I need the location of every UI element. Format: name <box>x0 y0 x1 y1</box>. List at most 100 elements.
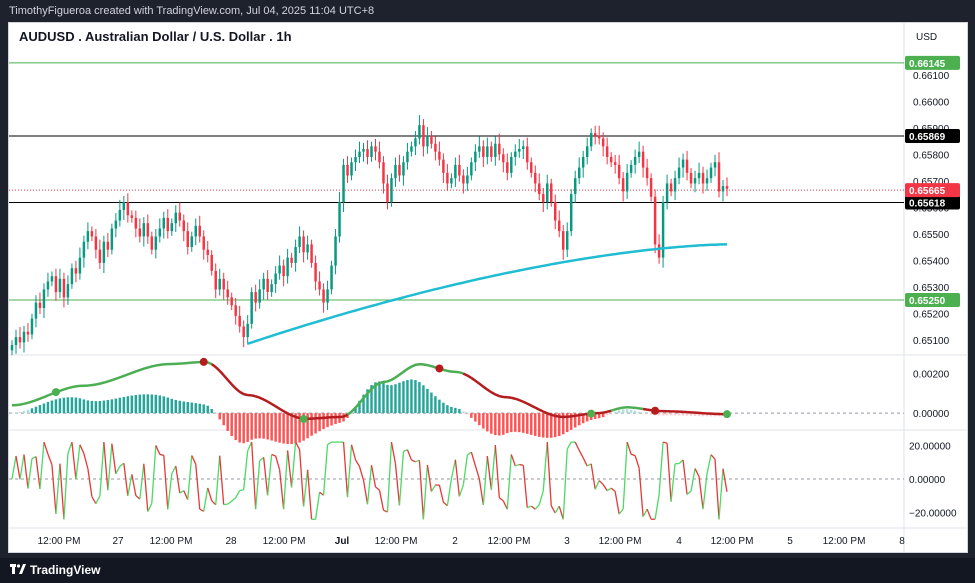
macd-histogram-bar <box>506 413 509 434</box>
candle-body <box>298 236 301 248</box>
macd-histogram-bar <box>625 409 629 414</box>
price-tick-label: 0.65200 <box>913 309 950 320</box>
rsi-pane <box>9 441 904 520</box>
chart-svg[interactable]: 0.65100 0.65200 0.65300 0.65400 0.65500 0.656… <box>9 23 967 552</box>
macd-signal-segment <box>139 367 145 372</box>
candle-body <box>314 262 317 282</box>
macd-histogram-bar <box>134 395 138 414</box>
hline-label-bg <box>905 293 960 308</box>
candle-body <box>554 202 557 221</box>
macd-histogram-bar <box>370 385 373 414</box>
macd-histogram-bar <box>262 413 265 439</box>
candle-body <box>270 284 273 293</box>
candle-body <box>462 175 465 184</box>
rsi-segment <box>95 495 101 504</box>
macd-signal-segment <box>155 363 161 367</box>
macd-histogram-bar <box>106 400 110 414</box>
macd-histogram-bar <box>278 413 281 443</box>
macd-histogram-bar <box>498 413 501 436</box>
macd-histogram-bar <box>178 400 182 414</box>
candle-body <box>294 247 297 263</box>
rsi-segment <box>515 463 520 467</box>
candle-body <box>498 143 501 155</box>
rsi-segment <box>466 451 472 456</box>
rsi-segment <box>694 468 700 477</box>
rsi-segment <box>454 459 461 497</box>
footer-bar: TradingView <box>0 558 975 583</box>
candle-body <box>174 212 178 224</box>
rsi-segment <box>362 480 369 505</box>
macd-histogram-bar <box>318 413 321 432</box>
hline-label-bg <box>905 195 960 210</box>
rsi-segment <box>163 455 169 510</box>
candle-body <box>557 220 561 232</box>
candle-body <box>50 276 54 282</box>
macd-signal-segment <box>443 368 448 373</box>
macd-histogram-bar <box>146 394 150 414</box>
rsi-segment <box>426 464 433 492</box>
candle-body <box>637 151 641 157</box>
macd-signal-segment <box>119 374 125 379</box>
macd-signal-segment <box>579 413 584 417</box>
macd-histogram-bar <box>330 413 333 426</box>
rsi-segment <box>626 441 632 455</box>
macd-histogram-bar <box>18 412 22 414</box>
candle-body <box>693 178 697 184</box>
candle-body <box>226 289 229 298</box>
macd-histogram-bar <box>410 379 413 414</box>
macd-signal-segment <box>210 363 217 369</box>
macd-signal-segment <box>494 393 500 398</box>
rsi-segment <box>314 492 321 520</box>
macd-signal-segment <box>218 370 225 377</box>
macd-histogram-bar <box>166 397 170 414</box>
macd-histogram-bar <box>573 413 577 428</box>
candle-body <box>450 178 453 184</box>
last-price-label: 0.65665 <box>909 186 946 197</box>
candle-body <box>390 178 393 202</box>
rsi-segment <box>167 473 173 510</box>
macd-histogram-bar <box>310 413 313 436</box>
macd-signal-segment <box>410 363 416 368</box>
price-tick-label: 0.66000 <box>913 97 950 108</box>
rsi-segment <box>43 441 49 455</box>
macd-histogram-bar <box>238 413 241 443</box>
price-tick-label: 0.65500 <box>913 230 950 241</box>
macd-histogram-bar <box>198 403 201 414</box>
rsi-segment <box>582 457 588 467</box>
rsi-segment <box>375 486 380 491</box>
macd-histogram-bar <box>306 413 309 439</box>
rsi-segment <box>550 505 556 514</box>
rsi-segment <box>422 464 429 520</box>
macd-histogram-bar <box>254 413 257 439</box>
currency-label: USD <box>916 32 937 43</box>
macd-histogram-bar <box>126 396 130 414</box>
rsi-segment <box>306 469 313 520</box>
macd-signal-segment <box>354 402 361 409</box>
candle-body <box>266 278 269 293</box>
macd-signal-segment <box>646 408 652 412</box>
macd-signal-segment <box>107 379 113 383</box>
rsi-tick-label: 20.00000 <box>909 441 951 452</box>
macd-histogram-bar <box>210 409 213 414</box>
macd-signal-segment <box>571 414 576 418</box>
macd-signal-segment <box>379 380 384 385</box>
macd-histogram-bar <box>418 382 421 414</box>
hline-label: 0.65250 <box>909 296 946 307</box>
candle-body <box>581 156 585 168</box>
rsi-segment <box>430 484 436 492</box>
macd-histogram-bar <box>669 413 673 416</box>
macd-signal-segment <box>23 401 29 406</box>
rsi-segment <box>438 485 445 503</box>
rsi-segment <box>686 490 692 495</box>
candle-body <box>538 183 541 195</box>
candle-body <box>518 149 521 152</box>
macd-histogram-bar <box>174 399 178 414</box>
candle-body <box>130 215 134 218</box>
macd-histogram-bar <box>378 381 381 414</box>
rsi-segment <box>698 476 704 510</box>
candle-body <box>530 162 533 173</box>
rsi-segment <box>219 455 225 505</box>
rsi-segment <box>107 443 113 491</box>
macd-signal-segment <box>115 376 121 381</box>
candle-body <box>470 162 473 176</box>
